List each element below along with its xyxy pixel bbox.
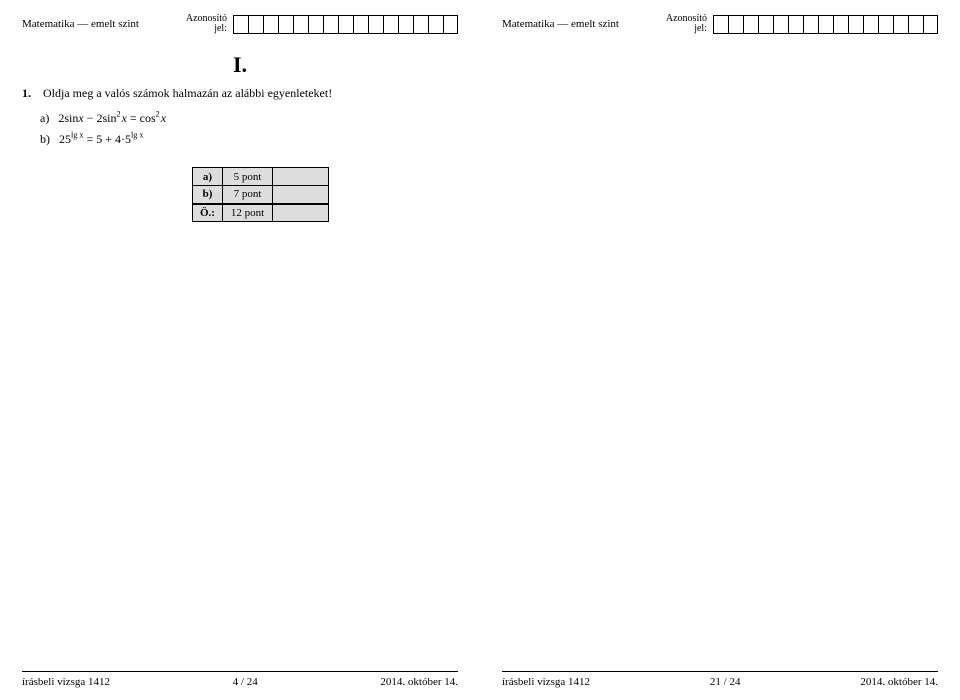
subject-title: Matematika — emelt szint	[22, 18, 139, 30]
id-box-cell[interactable]	[413, 15, 428, 34]
score-total-label: Ö.:	[193, 204, 223, 222]
sub-b-math: 25lg x = 5 + 4·5lg x	[59, 132, 143, 146]
id-box-cell[interactable]	[878, 15, 893, 34]
page-footer: írásbeli vizsga 1412 4 / 24 2014. októbe…	[22, 671, 458, 688]
score-total-blank[interactable]	[273, 204, 329, 222]
page-header: Matematika — emelt szint Azonosító jel:	[22, 10, 458, 38]
id-box-cell[interactable]	[443, 15, 458, 34]
page-header: Matematika — emelt szint Azonosító jel:	[502, 10, 938, 38]
id-box-cell[interactable]	[353, 15, 368, 34]
score-row-label: b)	[193, 186, 223, 204]
score-rows: a) 5 pont b) 7 pont Ö.: 12 pont	[193, 168, 329, 222]
sub-a-label: a)	[40, 111, 49, 125]
id-box-cell[interactable]	[398, 15, 413, 34]
subject-title: Matematika — emelt szint	[502, 18, 619, 30]
score-row: b) 7 pont	[193, 186, 329, 204]
footer-row: írásbeli vizsga 1412 21 / 24 2014. októb…	[502, 676, 938, 688]
footer-rule	[502, 671, 938, 672]
question-1: 1. Oldja meg a valós számok halmazán az …	[22, 86, 458, 101]
id-box-cell[interactable]	[308, 15, 323, 34]
question-text: Oldja meg a valós számok halmazán az alá…	[43, 86, 332, 100]
footer-rule	[22, 671, 458, 672]
page-footer: írásbeli vizsga 1412 21 / 24 2014. októb…	[502, 671, 938, 688]
left-page: Matematika — emelt szint Azonosító jel: …	[0, 0, 480, 700]
id-box-cell[interactable]	[818, 15, 833, 34]
id-box-cell[interactable]	[713, 15, 728, 34]
footer-left: írásbeli vizsga 1412	[22, 676, 110, 688]
id-boxes[interactable]	[713, 15, 938, 34]
section-number: I.	[22, 52, 458, 78]
score-row-blank[interactable]	[273, 168, 329, 186]
id-label: Azonosító jel:	[186, 14, 227, 35]
id-box-cell[interactable]	[803, 15, 818, 34]
id-box-cell[interactable]	[773, 15, 788, 34]
id-label: Azonosító jel:	[666, 14, 707, 35]
score-total-row: Ö.: 12 pont	[193, 204, 329, 222]
id-box-cell[interactable]	[383, 15, 398, 34]
id-block: Azonosító jel:	[666, 14, 938, 35]
id-box-cell[interactable]	[728, 15, 743, 34]
id-box-cell[interactable]	[233, 15, 248, 34]
id-block: Azonosító jel:	[186, 14, 458, 35]
id-box-cell[interactable]	[368, 15, 383, 34]
question-number: 1.	[22, 86, 31, 100]
footer-left: írásbeli vizsga 1412	[502, 676, 590, 688]
id-label-line1: Azonosító	[666, 13, 707, 24]
sub-question-a: a) 2sinx − 2sin2 x = cos2 x	[40, 111, 458, 126]
id-boxes[interactable]	[233, 15, 458, 34]
footer-right: 2014. október 14.	[380, 676, 458, 688]
id-box-cell[interactable]	[863, 15, 878, 34]
id-box-cell[interactable]	[293, 15, 308, 34]
right-page: Matematika — emelt szint Azonosító jel: …	[480, 0, 960, 700]
score-row-label: a)	[193, 168, 223, 186]
id-box-cell[interactable]	[908, 15, 923, 34]
id-box-cell[interactable]	[428, 15, 443, 34]
score-total-points: 12 pont	[223, 204, 273, 222]
score-row: a) 5 pont	[193, 168, 329, 186]
id-label-line2: jel:	[214, 23, 227, 34]
footer-center: 21 / 24	[710, 676, 741, 688]
page-spread: Matematika — emelt szint Azonosító jel: …	[0, 0, 960, 700]
footer-row: írásbeli vizsga 1412 4 / 24 2014. októbe…	[22, 676, 458, 688]
id-box-cell[interactable]	[758, 15, 773, 34]
footer-right: 2014. október 14.	[860, 676, 938, 688]
sub-question-b: b) 25lg x = 5 + 4·5lg x	[40, 132, 458, 147]
id-box-cell[interactable]	[263, 15, 278, 34]
footer-center: 4 / 24	[233, 676, 258, 688]
score-row-points: 7 pont	[223, 186, 273, 204]
id-box-cell[interactable]	[893, 15, 908, 34]
id-box-cell[interactable]	[743, 15, 758, 34]
id-box-cell[interactable]	[248, 15, 263, 34]
id-label-line1: Azonosító	[186, 13, 227, 24]
id-box-cell[interactable]	[923, 15, 938, 34]
sub-a-math: 2sinx − 2sin2 x = cos2 x	[58, 111, 166, 125]
id-box-cell[interactable]	[788, 15, 803, 34]
id-box-cell[interactable]	[848, 15, 863, 34]
sub-b-label: b)	[40, 132, 50, 146]
score-row-points: 5 pont	[223, 168, 273, 186]
id-label-line2: jel:	[694, 23, 707, 34]
id-box-cell[interactable]	[278, 15, 293, 34]
score-row-blank[interactable]	[273, 186, 329, 204]
id-box-cell[interactable]	[833, 15, 848, 34]
id-box-cell[interactable]	[338, 15, 353, 34]
id-box-cell[interactable]	[323, 15, 338, 34]
score-table: a) 5 pont b) 7 pont Ö.: 12 pont	[192, 167, 329, 222]
